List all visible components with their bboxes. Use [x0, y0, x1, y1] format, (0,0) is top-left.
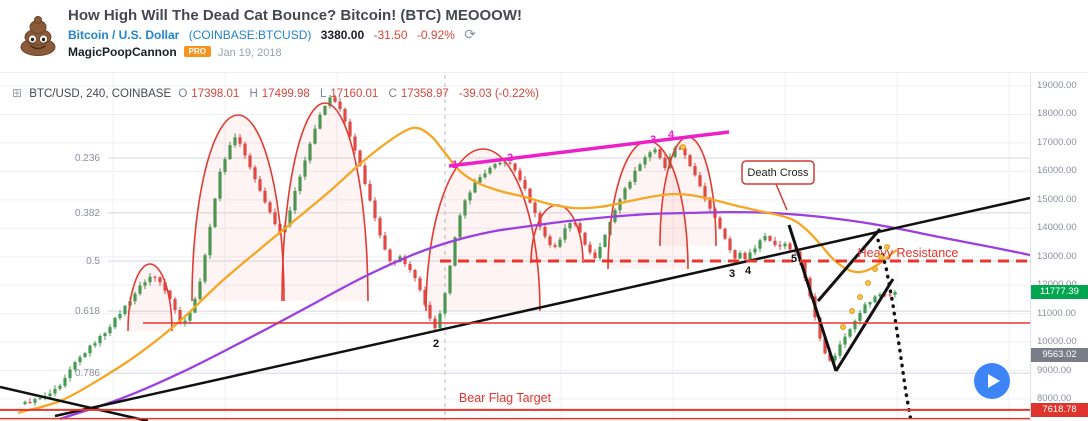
- svg-text:Heavy Resistance: Heavy Resistance: [858, 246, 959, 260]
- ohlc-open-label: O: [178, 88, 188, 100]
- author-row: MagicPoopCannon PRO Jan 19, 2018: [68, 45, 282, 59]
- target-price-label: 7618.78: [1031, 402, 1088, 417]
- price-tick: 19000.00: [1037, 80, 1077, 91]
- svg-text:3: 3: [729, 268, 735, 280]
- price-tick: 16000.00: [1037, 165, 1077, 177]
- ohlc-low-value: 17160.01: [330, 88, 379, 100]
- idea-title: How High Will The Dead Cat Bounce? Bitco…: [68, 7, 523, 24]
- symbol-row: Bitcoin / U.S. Dollar (COINBASE:BTCUSD) …: [68, 27, 482, 43]
- ohlc-high-value: 17499.98: [261, 88, 310, 100]
- svg-text:0.382: 0.382: [75, 208, 100, 219]
- chart-container: 0.236 0.382 0.5 0.618 0.786 Heavy Resistance B…: [0, 72, 1088, 421]
- play-icon: [988, 374, 1000, 388]
- ohlc-open-value: 17398.01: [191, 88, 240, 100]
- price-tick: 15000.00: [1037, 193, 1077, 205]
- ohlc-change: -39.03 (-0.22%): [459, 88, 539, 100]
- svg-text:1: 1: [452, 159, 458, 171]
- svg-text:5: 5: [791, 253, 797, 265]
- trend-lines[interactable]: [0, 130, 1030, 421]
- price-tick: 11000.00: [1037, 307, 1076, 319]
- symbol-change-pct: -0.92%: [416, 28, 455, 42]
- price-tick: 17000.00: [1037, 136, 1077, 148]
- svg-text:0.618: 0.618: [75, 306, 100, 317]
- svg-text:Bear Flag Target: Bear Flag Target: [459, 391, 552, 405]
- price-chart-canvas[interactable]: 0.236 0.382 0.5 0.618 0.786 Heavy Resistance B…: [0, 73, 1030, 421]
- ohlc-low-label: L: [319, 88, 327, 100]
- author-avatar-poop-icon[interactable]: [16, 12, 60, 56]
- moving-averages: [17, 126, 1030, 420]
- idea-header: How High Will The Dead Cat Bounce? Bitco…: [0, 0, 1088, 72]
- symbol-change: -31.50: [373, 28, 408, 42]
- publish-date: Jan 19, 2018: [218, 47, 282, 59]
- svg-text:2: 2: [433, 338, 439, 350]
- price-tick: 10000.00: [1037, 336, 1077, 348]
- svg-text:0.786: 0.786: [75, 368, 100, 379]
- price-axis[interactable]: 19000.00 18000.00 17000.00 16000.00 15000.00…: [1030, 73, 1088, 421]
- play-button[interactable]: [974, 363, 1010, 399]
- chart-properties-icon[interactable]: ⊞: [12, 86, 23, 100]
- symbol-price: 3380.00: [320, 28, 365, 42]
- svg-text:4: 4: [668, 129, 675, 141]
- svg-text:0.5: 0.5: [86, 256, 100, 267]
- current-price-label: 11777.39: [1031, 284, 1088, 299]
- price-tick: 18000.00: [1037, 108, 1077, 120]
- legend-symbol[interactable]: BTC/USD, 240, COINBASE: [29, 88, 172, 100]
- price-tick: 13000.00: [1037, 250, 1077, 262]
- pro-badge: PRO: [183, 46, 212, 57]
- svg-text:3: 3: [650, 134, 656, 146]
- ohlc-close-label: C: [388, 88, 397, 100]
- symbol-code-link[interactable]: (COINBASE:BTCUSD): [188, 28, 312, 42]
- dead-cat-bounce-arcs[interactable]: [127, 102, 717, 332]
- svg-text:Death Cross: Death Cross: [747, 167, 809, 179]
- ohlc-close-value: 17358.97: [400, 88, 449, 100]
- anchor-price-label: 9563.02: [1031, 347, 1088, 362]
- chart-legend: ⊞ BTC/USD, 240, COINBASE O 17398.01 H 1749…: [12, 86, 543, 100]
- ohlc-high-label: H: [249, 88, 258, 100]
- refresh-icon[interactable]: ⟳: [464, 27, 476, 43]
- price-tick: 9000.00: [1037, 364, 1072, 376]
- horizontal-levels[interactable]: [0, 259, 1030, 420]
- author-link[interactable]: MagicPoopCannon: [68, 45, 177, 59]
- price-tick: 14000.00: [1037, 222, 1077, 234]
- svg-text:0.236: 0.236: [75, 153, 100, 164]
- svg-text:2: 2: [507, 152, 513, 164]
- price-tick: 8000.00: [1037, 393, 1072, 404]
- svg-text:4: 4: [745, 265, 752, 277]
- symbol-name-link[interactable]: Bitcoin / U.S. Dollar: [68, 28, 180, 42]
